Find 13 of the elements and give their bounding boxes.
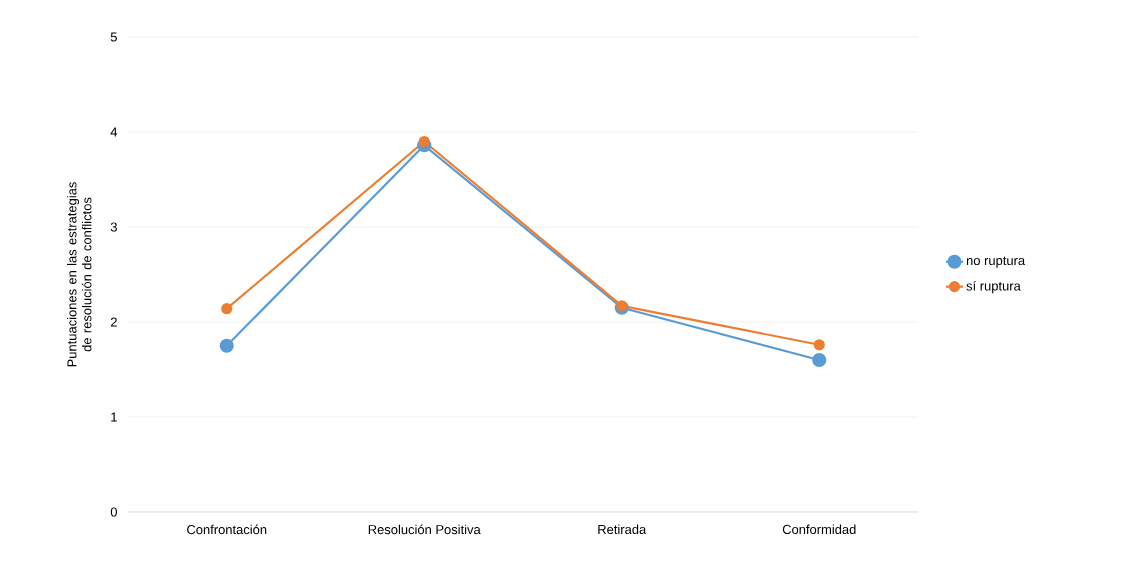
y-tick-label: 3 xyxy=(110,222,117,232)
y-axis-title: Puntuaciones en las estrategias de resolución de conflictos xyxy=(66,182,92,367)
x-tick-label: Conformidad xyxy=(782,524,856,535)
legend-label: sí ruptura xyxy=(966,280,1021,294)
x-tick-label: Resolución Positiva xyxy=(368,524,481,535)
x-tick-label: Retirada xyxy=(598,524,647,535)
y-tick-label: 5 xyxy=(110,32,117,42)
y-tick-label: 2 xyxy=(110,317,117,327)
y-tick-label: 4 xyxy=(110,127,118,137)
y-tick-label: 1 xyxy=(111,412,117,422)
x-tick-label: Confrontación xyxy=(187,524,267,535)
legend-label: no ruptura xyxy=(966,256,1026,268)
y-tick-label: 0 xyxy=(110,507,117,517)
